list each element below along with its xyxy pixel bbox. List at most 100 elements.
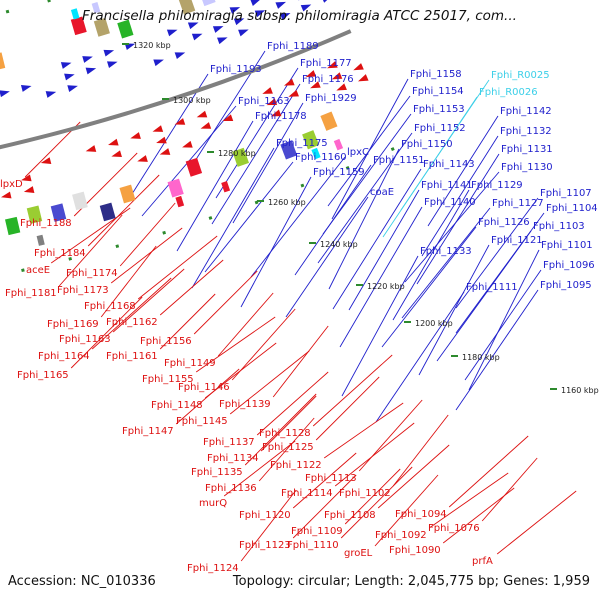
gene-label-lower[interactable]: Fphi_1145 bbox=[176, 416, 228, 427]
gene-label-lower[interactable]: Fphi_1110 bbox=[287, 540, 339, 551]
forward-gene-arrow bbox=[174, 52, 186, 60]
gene-label-lower[interactable]: Fphi_1124 bbox=[187, 563, 239, 574]
gene-label-upper[interactable]: Fphi_1153 bbox=[413, 104, 465, 115]
reverse-gene-arrow bbox=[270, 109, 282, 117]
kbp-tick bbox=[122, 43, 129, 45]
gene-label-lower[interactable]: Fphi_1163 bbox=[59, 334, 111, 345]
gene-label-lower[interactable]: Fphi_1135 bbox=[191, 467, 243, 478]
gene-label-lower[interactable]: Fphi_1139 bbox=[219, 399, 271, 410]
gene-label-lower[interactable]: Fphi_1147 bbox=[122, 426, 174, 437]
gene-label-lower[interactable]: murQ bbox=[199, 498, 227, 509]
gene-label-lower[interactable]: Fphi_1092 bbox=[375, 530, 427, 541]
gene-label-upper[interactable]: Fphi_1178 bbox=[255, 111, 307, 122]
gene-label-upper[interactable]: Fphi_1152 bbox=[414, 123, 466, 134]
gene-label-upper[interactable]: Fphi_1151 bbox=[373, 155, 425, 166]
gene-label-upper[interactable]: Fphi_R0025 bbox=[491, 70, 550, 81]
gene-label-lower[interactable]: Fphi_1169 bbox=[47, 319, 99, 330]
cog-category-block bbox=[5, 216, 21, 236]
gene-label-lower[interactable]: Fphi_1108 bbox=[324, 510, 376, 521]
gene-label-lower[interactable]: Fphi_1184 bbox=[34, 248, 86, 259]
gene-label-upper[interactable]: lpxC bbox=[347, 147, 369, 158]
gene-label-upper[interactable]: Fphi_1193 bbox=[210, 64, 262, 75]
gene-label-upper[interactable]: Fphi_1129 bbox=[471, 180, 523, 191]
gene-label-lower[interactable]: Fphi_1168 bbox=[84, 301, 136, 312]
forward-gene-arrow bbox=[191, 33, 203, 41]
gene-label-upper[interactable]: Fphi_1176 bbox=[302, 74, 354, 85]
gene-label-lower[interactable]: Fphi_1114 bbox=[281, 488, 333, 499]
gene-label-upper[interactable]: Fphi_1096 bbox=[543, 260, 595, 271]
gene-label-upper[interactable]: Fphi_1160 bbox=[295, 152, 347, 163]
gene-label-lower[interactable]: Fphi_1123 bbox=[239, 540, 291, 551]
gene-label-lower[interactable]: Fphi_1094 bbox=[395, 509, 447, 520]
gene-label-upper[interactable]: Fphi_1158 bbox=[410, 69, 462, 80]
gene-label-lower[interactable]: Fphi_1161 bbox=[106, 351, 158, 362]
gene-label-upper[interactable]: Fphi_1126 bbox=[478, 217, 530, 228]
gene-label-lower[interactable]: Fphi_1149 bbox=[164, 358, 216, 369]
gene-label-upper[interactable]: Fphi_1121 bbox=[491, 235, 543, 246]
gene-label-lower[interactable]: Fphi_1165 bbox=[17, 370, 69, 381]
gene-label-lower[interactable]: Fphi_1188 bbox=[20, 218, 72, 229]
gene-label-lower[interactable]: Fphi_1136 bbox=[205, 483, 257, 494]
gene-ring-inner bbox=[0, 61, 369, 246]
gene-label-upper[interactable]: Fphi_1104 bbox=[546, 203, 598, 214]
gene-label-lower[interactable]: Fphi_1128 bbox=[259, 428, 311, 439]
gene-label-lower[interactable]: Fphi_1148 bbox=[151, 400, 203, 411]
label-connector bbox=[404, 171, 500, 283]
gene-label-upper[interactable]: Fphi_1154 bbox=[412, 86, 464, 97]
gene-label-upper[interactable]: Fphi_1111 bbox=[466, 282, 518, 293]
gene-label-lower[interactable]: Fphi_1174 bbox=[66, 268, 118, 279]
gene-label-lower[interactable]: Fphi_1113 bbox=[305, 473, 357, 484]
label-connector bbox=[468, 249, 540, 391]
gene-label-lower[interactable]: Fphi_1164 bbox=[38, 351, 90, 362]
gene-label-upper[interactable]: Fphi_1141 bbox=[421, 180, 473, 191]
cog-category-block bbox=[99, 202, 116, 222]
gene-label-upper[interactable]: Fphi_1131 bbox=[501, 144, 553, 155]
gene-label-lower[interactable]: Fphi_1134 bbox=[207, 453, 259, 464]
label-connector bbox=[110, 227, 183, 284]
gene-label-lower[interactable]: Fphi_1076 bbox=[428, 523, 480, 534]
gene-label-upper[interactable]: Fphi_1143 bbox=[423, 159, 475, 170]
gene-label-lower[interactable]: prfA bbox=[472, 556, 493, 567]
gene-label-lower[interactable]: groEL bbox=[344, 548, 373, 559]
gene-label-lower[interactable]: Fphi_1146 bbox=[178, 382, 230, 393]
gene-label-upper[interactable]: Fphi_1132 bbox=[500, 126, 552, 137]
cog-category-block bbox=[70, 16, 87, 36]
reverse-gene-arrow bbox=[266, 98, 278, 106]
gene-label-upper[interactable]: Fphi_1140 bbox=[424, 197, 476, 208]
gene-label-upper[interactable]: Fphi_1189 bbox=[267, 41, 319, 52]
gene-label-lower[interactable]: Fphi_1181 bbox=[5, 288, 57, 299]
gene-label-upper[interactable]: Fphi_R0026 bbox=[479, 87, 538, 98]
gene-label-upper[interactable]: Fphi_1130 bbox=[501, 162, 553, 173]
gene-label-upper[interactable]: Fphi_1150 bbox=[401, 139, 453, 150]
gene-label-lower[interactable]: Fphi_1162 bbox=[106, 317, 158, 328]
gene-label-lower[interactable]: Fphi_1125 bbox=[262, 442, 314, 453]
gene-label-lower[interactable]: Fphi_1090 bbox=[389, 545, 441, 556]
gene-label-upper[interactable]: Fphi_1175 bbox=[276, 138, 328, 149]
gene-label-upper[interactable]: Fphi_1095 bbox=[540, 280, 592, 291]
gene-label-upper[interactable]: Fphi_1101 bbox=[541, 240, 593, 251]
gene-label-upper[interactable]: Fphi_1107 bbox=[540, 188, 592, 199]
gene-label-lower[interactable]: Fphi_1155 bbox=[142, 374, 194, 385]
gene-label-upper[interactable]: Fphi_1159 bbox=[313, 167, 365, 178]
gene-label-lower[interactable]: aceE bbox=[26, 265, 50, 276]
gene-label-lower[interactable]: Fphi_1122 bbox=[270, 460, 322, 471]
gene-label-upper[interactable]: Fphi_1177 bbox=[300, 58, 352, 69]
gene-label-upper[interactable]: Fphi_1133 bbox=[420, 246, 472, 257]
kbp-tick bbox=[309, 242, 316, 244]
gene-label-lower[interactable]: Fphi_1156 bbox=[140, 336, 192, 347]
gene-label-upper[interactable]: Fphi_1103 bbox=[533, 221, 585, 232]
gene-label-lower[interactable]: Fphi_1173 bbox=[57, 285, 109, 296]
label-connector bbox=[215, 67, 299, 199]
gene-label-lower[interactable]: lpxD bbox=[0, 179, 23, 190]
gene-label-upper[interactable]: Fphi_1929 bbox=[305, 93, 357, 104]
ring-dot bbox=[68, 257, 73, 261]
gene-label-upper[interactable]: Fphi_1163 bbox=[238, 96, 290, 107]
label-connector bbox=[323, 402, 404, 459]
gene-label-upper[interactable]: Fphi_1127 bbox=[492, 198, 544, 209]
gene-label-upper[interactable]: Fphi_1142 bbox=[500, 106, 552, 117]
gene-label-lower[interactable]: Fphi_1109 bbox=[291, 526, 343, 537]
gene-label-lower[interactable]: Fphi_1120 bbox=[239, 510, 291, 521]
gene-label-lower[interactable]: Fphi_1102 bbox=[339, 488, 391, 499]
gene-label-lower[interactable]: Fphi_1137 bbox=[203, 437, 255, 448]
gene-label-upper[interactable]: coaE bbox=[370, 187, 394, 198]
